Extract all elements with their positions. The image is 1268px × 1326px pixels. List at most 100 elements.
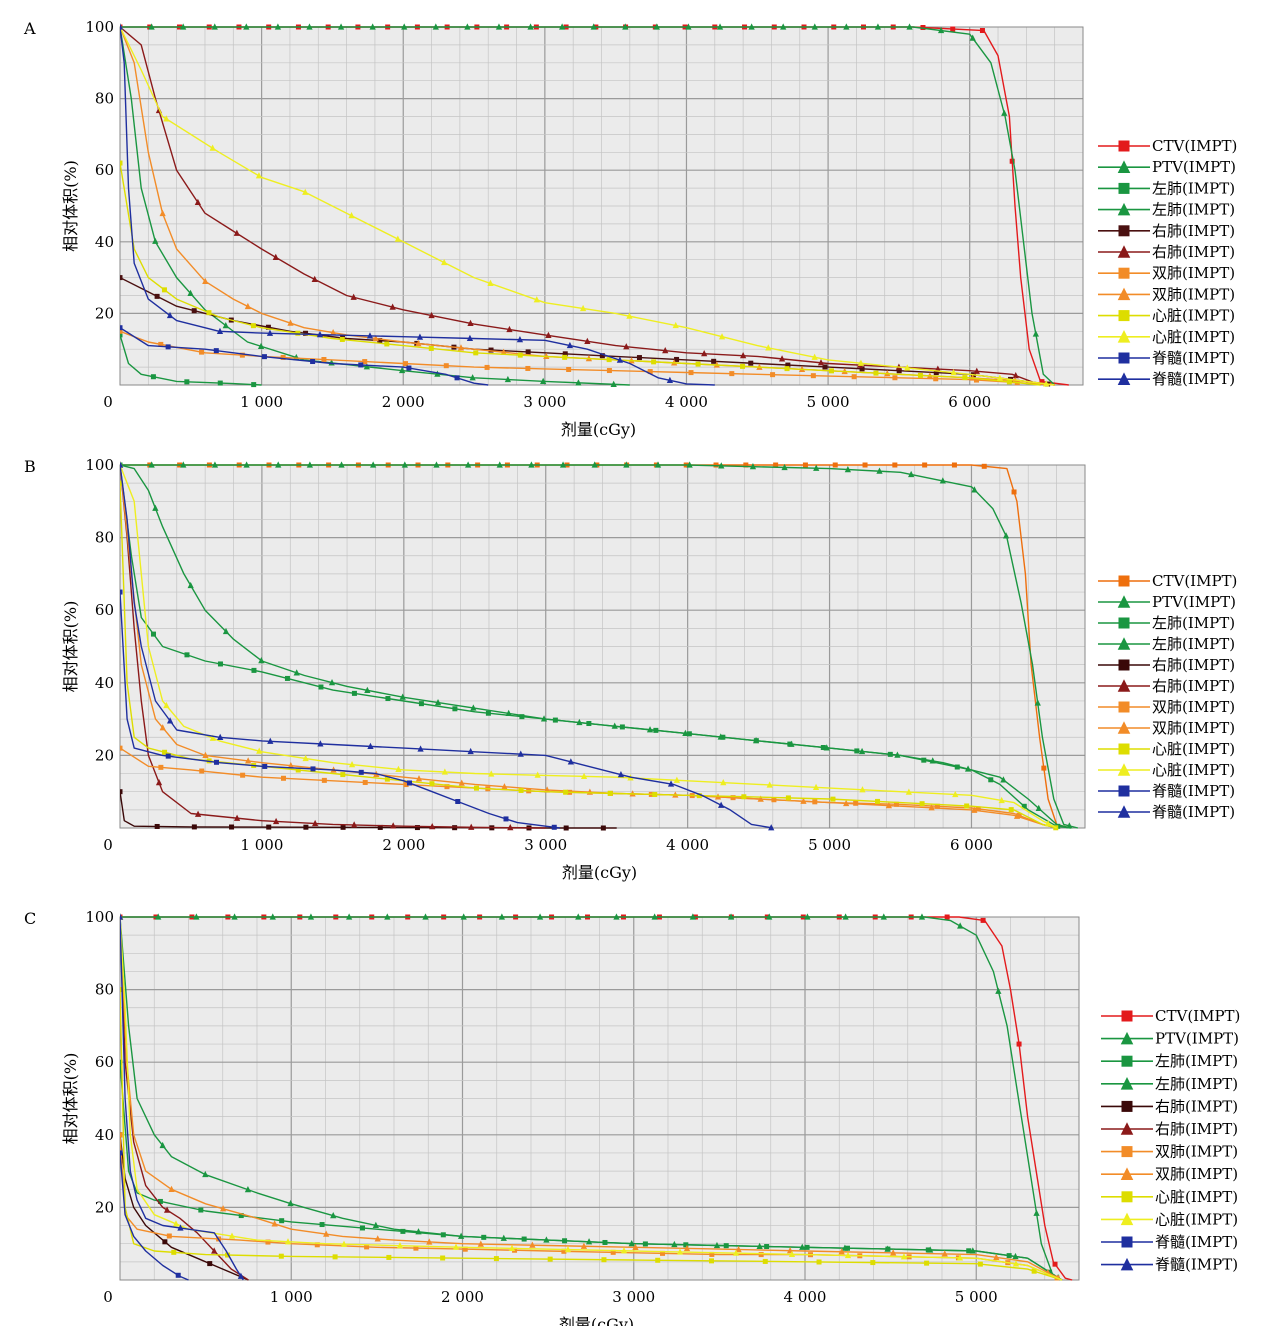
data-point <box>773 462 779 468</box>
data-point <box>561 1248 567 1254</box>
data-point <box>120 160 123 166</box>
legend-label: 右肺(IMPT) <box>1152 656 1235 674</box>
legend-item: 心脏(IMPT) <box>1098 761 1235 779</box>
data-point <box>632 1243 639 1250</box>
data-point <box>348 212 355 219</box>
data-point <box>477 1240 484 1247</box>
grid <box>120 27 1083 385</box>
data-point <box>158 764 164 770</box>
legend-marker <box>1120 1212 1134 1226</box>
data-point <box>551 824 557 830</box>
data-point <box>495 23 503 30</box>
legend-marker <box>1118 225 1130 237</box>
legend-marker <box>1117 595 1131 608</box>
data-point <box>351 821 358 828</box>
series-lines <box>120 461 1079 831</box>
data-point <box>540 377 547 384</box>
data-point <box>585 1238 593 1245</box>
data-point <box>584 337 591 344</box>
data-point <box>207 1261 213 1267</box>
data-point <box>781 463 788 471</box>
legend-item: 右肺(IMPT) <box>1098 243 1235 261</box>
data-point <box>460 913 467 920</box>
data-point <box>977 1261 983 1267</box>
panel-label: B <box>24 457 36 476</box>
data-point <box>713 462 719 468</box>
data-point <box>810 373 816 379</box>
data-point <box>158 341 164 347</box>
data-point <box>159 724 166 731</box>
data-point <box>922 462 928 468</box>
legend-label: 左肺(IMPT) <box>1152 635 1235 653</box>
data-point <box>766 781 773 788</box>
data-point <box>822 364 828 370</box>
data-point <box>740 363 746 369</box>
data-point <box>175 1272 181 1278</box>
data-point <box>172 1220 180 1227</box>
data-point <box>168 1185 175 1192</box>
data-point <box>466 334 474 341</box>
data-point <box>184 652 190 658</box>
data-point <box>120 275 123 281</box>
data-point <box>162 749 168 755</box>
data-point <box>187 289 194 297</box>
data-point <box>933 370 939 376</box>
x-tick-label: 1 000 <box>240 393 283 411</box>
data-point <box>287 761 294 769</box>
data-point <box>163 701 170 709</box>
x-tick-label: 2 000 <box>382 393 425 411</box>
data-point <box>748 360 754 366</box>
data-point <box>804 913 811 920</box>
data-point <box>401 23 408 30</box>
data-point <box>162 1239 168 1245</box>
data-point <box>971 806 978 813</box>
legend-item: 双肺(IMPT) <box>1101 1143 1238 1161</box>
data-point <box>330 1212 337 1219</box>
data-point <box>358 769 364 775</box>
data-point <box>390 822 397 829</box>
data-point <box>894 751 901 758</box>
data-point <box>452 1243 460 1250</box>
data-point <box>452 706 458 712</box>
data-point <box>284 1238 292 1245</box>
legend-label: 脊髓(IMPT) <box>1152 782 1235 800</box>
data-point <box>843 799 850 807</box>
data-point <box>766 913 773 920</box>
data-point <box>626 312 633 319</box>
x-tick-label: 6 000 <box>950 836 993 854</box>
data-point <box>628 1239 635 1247</box>
data-point <box>937 26 945 34</box>
series-line <box>120 1134 249 1281</box>
data-point <box>374 1235 381 1242</box>
legend-item: 左肺(IMPT) <box>1101 1075 1238 1093</box>
data-point <box>120 745 123 751</box>
data-point <box>150 631 156 637</box>
data-point <box>956 1254 964 1261</box>
data-point <box>875 798 881 804</box>
data-point <box>163 115 170 122</box>
data-point <box>1041 765 1047 771</box>
x-tick-label: 2 000 <box>382 836 425 854</box>
data-point <box>243 23 250 30</box>
data-point <box>905 788 913 795</box>
data-point <box>295 767 301 773</box>
data-point <box>400 1228 406 1234</box>
data-point <box>1012 371 1019 379</box>
data-point <box>980 917 986 923</box>
y-tick-label: 80 <box>95 529 114 547</box>
data-point <box>962 375 968 381</box>
data-point <box>302 188 309 195</box>
legend-marker <box>1118 701 1130 713</box>
legend-item: 双肺(IMPT) <box>1098 264 1235 282</box>
legend-item: 左肺(IMPT) <box>1098 201 1235 219</box>
data-point <box>579 304 587 312</box>
data-point <box>778 355 786 362</box>
data-point <box>562 354 568 360</box>
data-point <box>269 913 276 920</box>
data-point <box>601 1257 607 1263</box>
y-axis-title: 相对体积(%) <box>61 160 80 252</box>
data-point <box>415 775 423 782</box>
series-line <box>120 276 1055 386</box>
data-point <box>646 726 654 733</box>
data-point <box>307 913 315 920</box>
